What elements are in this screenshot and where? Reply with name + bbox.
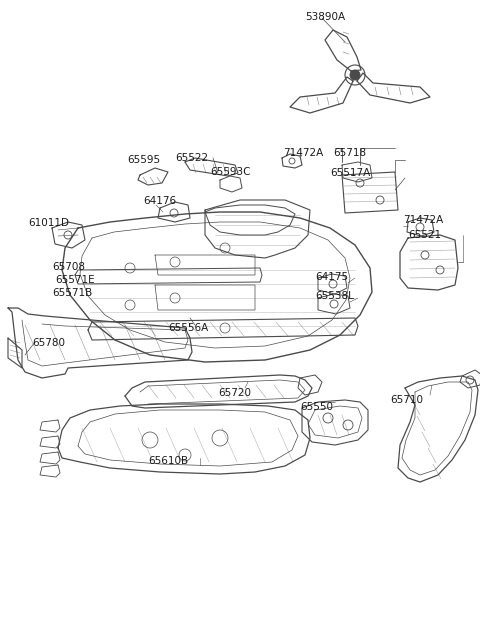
Text: 65610B: 65610B xyxy=(148,456,188,466)
Text: 65708: 65708 xyxy=(52,262,85,272)
Text: 65571E: 65571E xyxy=(55,275,95,285)
Text: 65720: 65720 xyxy=(218,388,251,398)
Text: 53890A: 53890A xyxy=(305,12,345,22)
Text: 65718: 65718 xyxy=(333,148,366,158)
Circle shape xyxy=(350,70,360,80)
Text: 65522: 65522 xyxy=(175,153,208,163)
Text: 65571B: 65571B xyxy=(52,288,92,298)
Text: 65593C: 65593C xyxy=(210,167,251,177)
Text: 64175: 64175 xyxy=(315,272,348,282)
Text: 64176: 64176 xyxy=(143,196,176,206)
Text: 65550: 65550 xyxy=(300,402,333,412)
Text: 65517A: 65517A xyxy=(330,168,370,178)
Text: 65780: 65780 xyxy=(32,338,65,348)
Text: 65521: 65521 xyxy=(408,230,441,240)
Text: 61011D: 61011D xyxy=(28,218,69,228)
Text: 65538L: 65538L xyxy=(315,291,354,301)
Text: 71472A: 71472A xyxy=(283,148,323,158)
Text: 71472A: 71472A xyxy=(403,215,443,225)
Text: 65710: 65710 xyxy=(390,395,423,405)
Text: 65595: 65595 xyxy=(127,155,160,165)
Text: 65556A: 65556A xyxy=(168,323,208,333)
